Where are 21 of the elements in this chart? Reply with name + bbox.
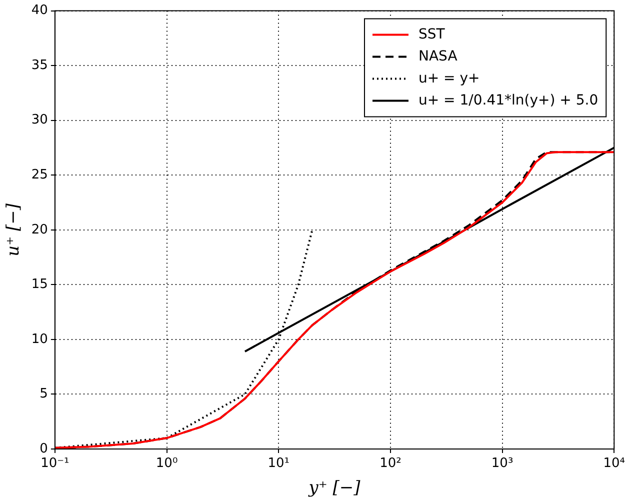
x-tick-label: 10⁻¹ (40, 456, 70, 472)
legend-label: SST (418, 26, 446, 42)
x-tick-label: 10³ (491, 456, 514, 472)
y-tick-label: 30 (31, 112, 48, 128)
y-tick-label: 10 (31, 332, 48, 347)
x-tick-label: 10⁴ (603, 456, 626, 472)
x-tick-label: 10⁰ (156, 456, 178, 472)
y-tick-label: 20 (31, 222, 48, 238)
y-tick-label: 40 (31, 3, 48, 18)
y-tick-label: 15 (31, 277, 48, 292)
y-tick-label: 25 (31, 168, 48, 182)
legend-label: NASA (418, 48, 458, 64)
legend-label: u+ = 1/0.41*ln(y+) + 5.0 (418, 92, 598, 108)
y-tick-label: 35 (31, 58, 48, 73)
y-axis-title: u⁺ [−] (4, 203, 24, 256)
x-tick-label: 10² (380, 456, 402, 472)
y-tick-label: 5 (40, 386, 48, 402)
x-tick-label: 10¹ (268, 456, 290, 472)
x-axis-title: y⁺ [−] (308, 478, 361, 498)
y-tick-label: 0 (40, 441, 48, 456)
legend-label: u+ = y+ (418, 70, 480, 86)
